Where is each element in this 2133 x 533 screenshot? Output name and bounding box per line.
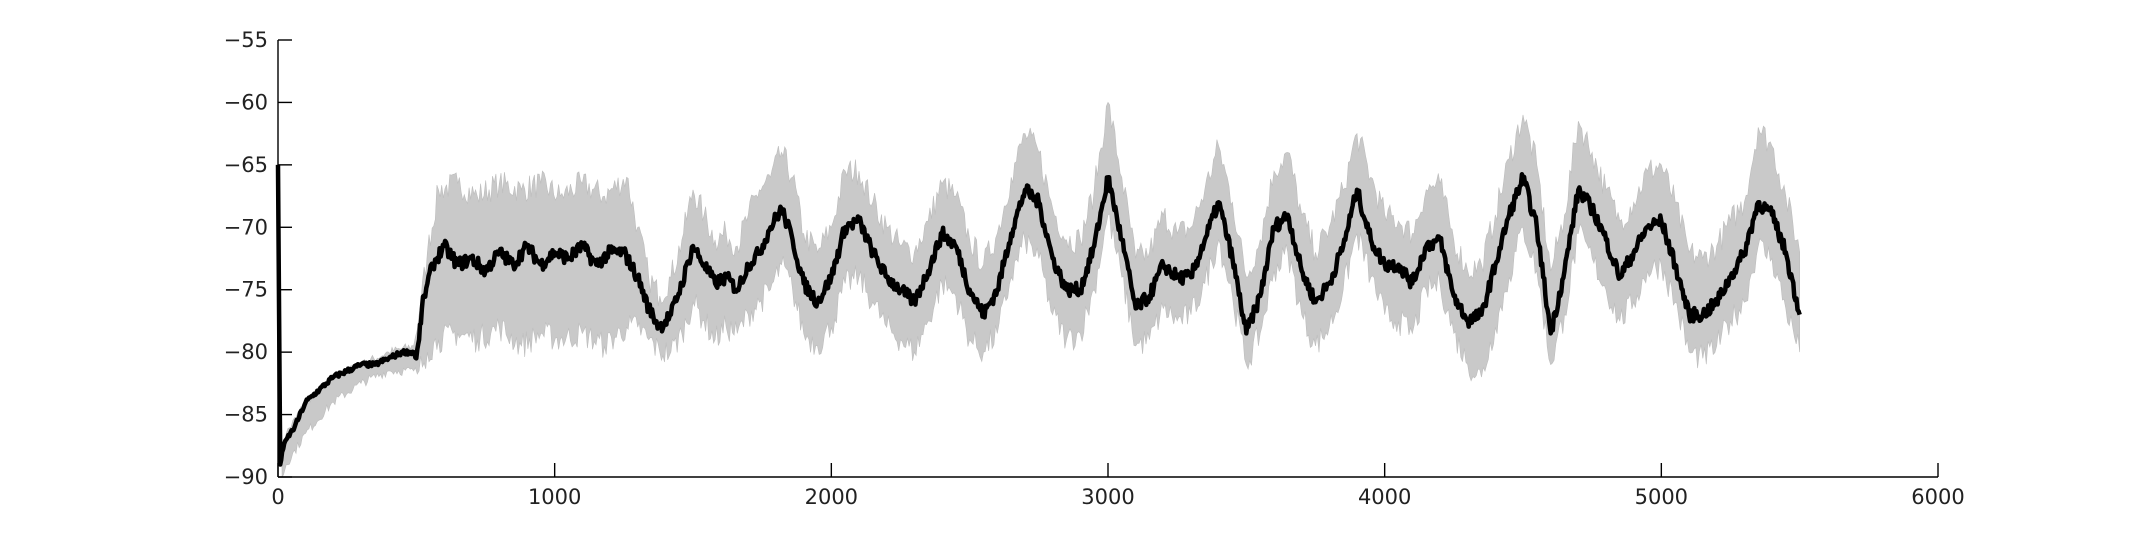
x-tick-label: 3000 <box>1081 485 1134 509</box>
mean-series-line <box>275 164 1802 467</box>
x-axis-ticks: 0 1000 2000 3000 4000 5000 6000 <box>271 463 1965 509</box>
y-axis-ticks: −55 −60 −65 −70 −75 −80 −85 −90 <box>224 28 292 489</box>
x-tick-label: 6000 <box>1911 485 1964 509</box>
y-tick-label: −75 <box>224 278 268 302</box>
x-tick-label: 4000 <box>1358 485 1411 509</box>
y-tick-label: −85 <box>224 403 268 427</box>
y-tick-label: −55 <box>224 28 268 52</box>
y-tick-label: −70 <box>224 215 268 239</box>
y-tick-label: −80 <box>224 340 268 364</box>
x-tick-label: 1000 <box>528 485 581 509</box>
y-tick-label: −90 <box>224 465 268 489</box>
axes: −55 −60 −65 −70 −75 −80 −85 −90 0 1000 2000 3000 40… <box>224 28 1965 509</box>
x-tick-label: 2000 <box>805 485 858 509</box>
x-tick-label: 5000 <box>1635 485 1688 509</box>
y-tick-label: −65 <box>224 153 268 177</box>
x-tick-label: 0 <box>271 485 284 509</box>
mean-line-layer <box>275 164 1802 467</box>
confidence-band <box>277 101 1800 479</box>
y-tick-label: −60 <box>224 90 268 114</box>
confidence-band-layer <box>277 101 1800 479</box>
